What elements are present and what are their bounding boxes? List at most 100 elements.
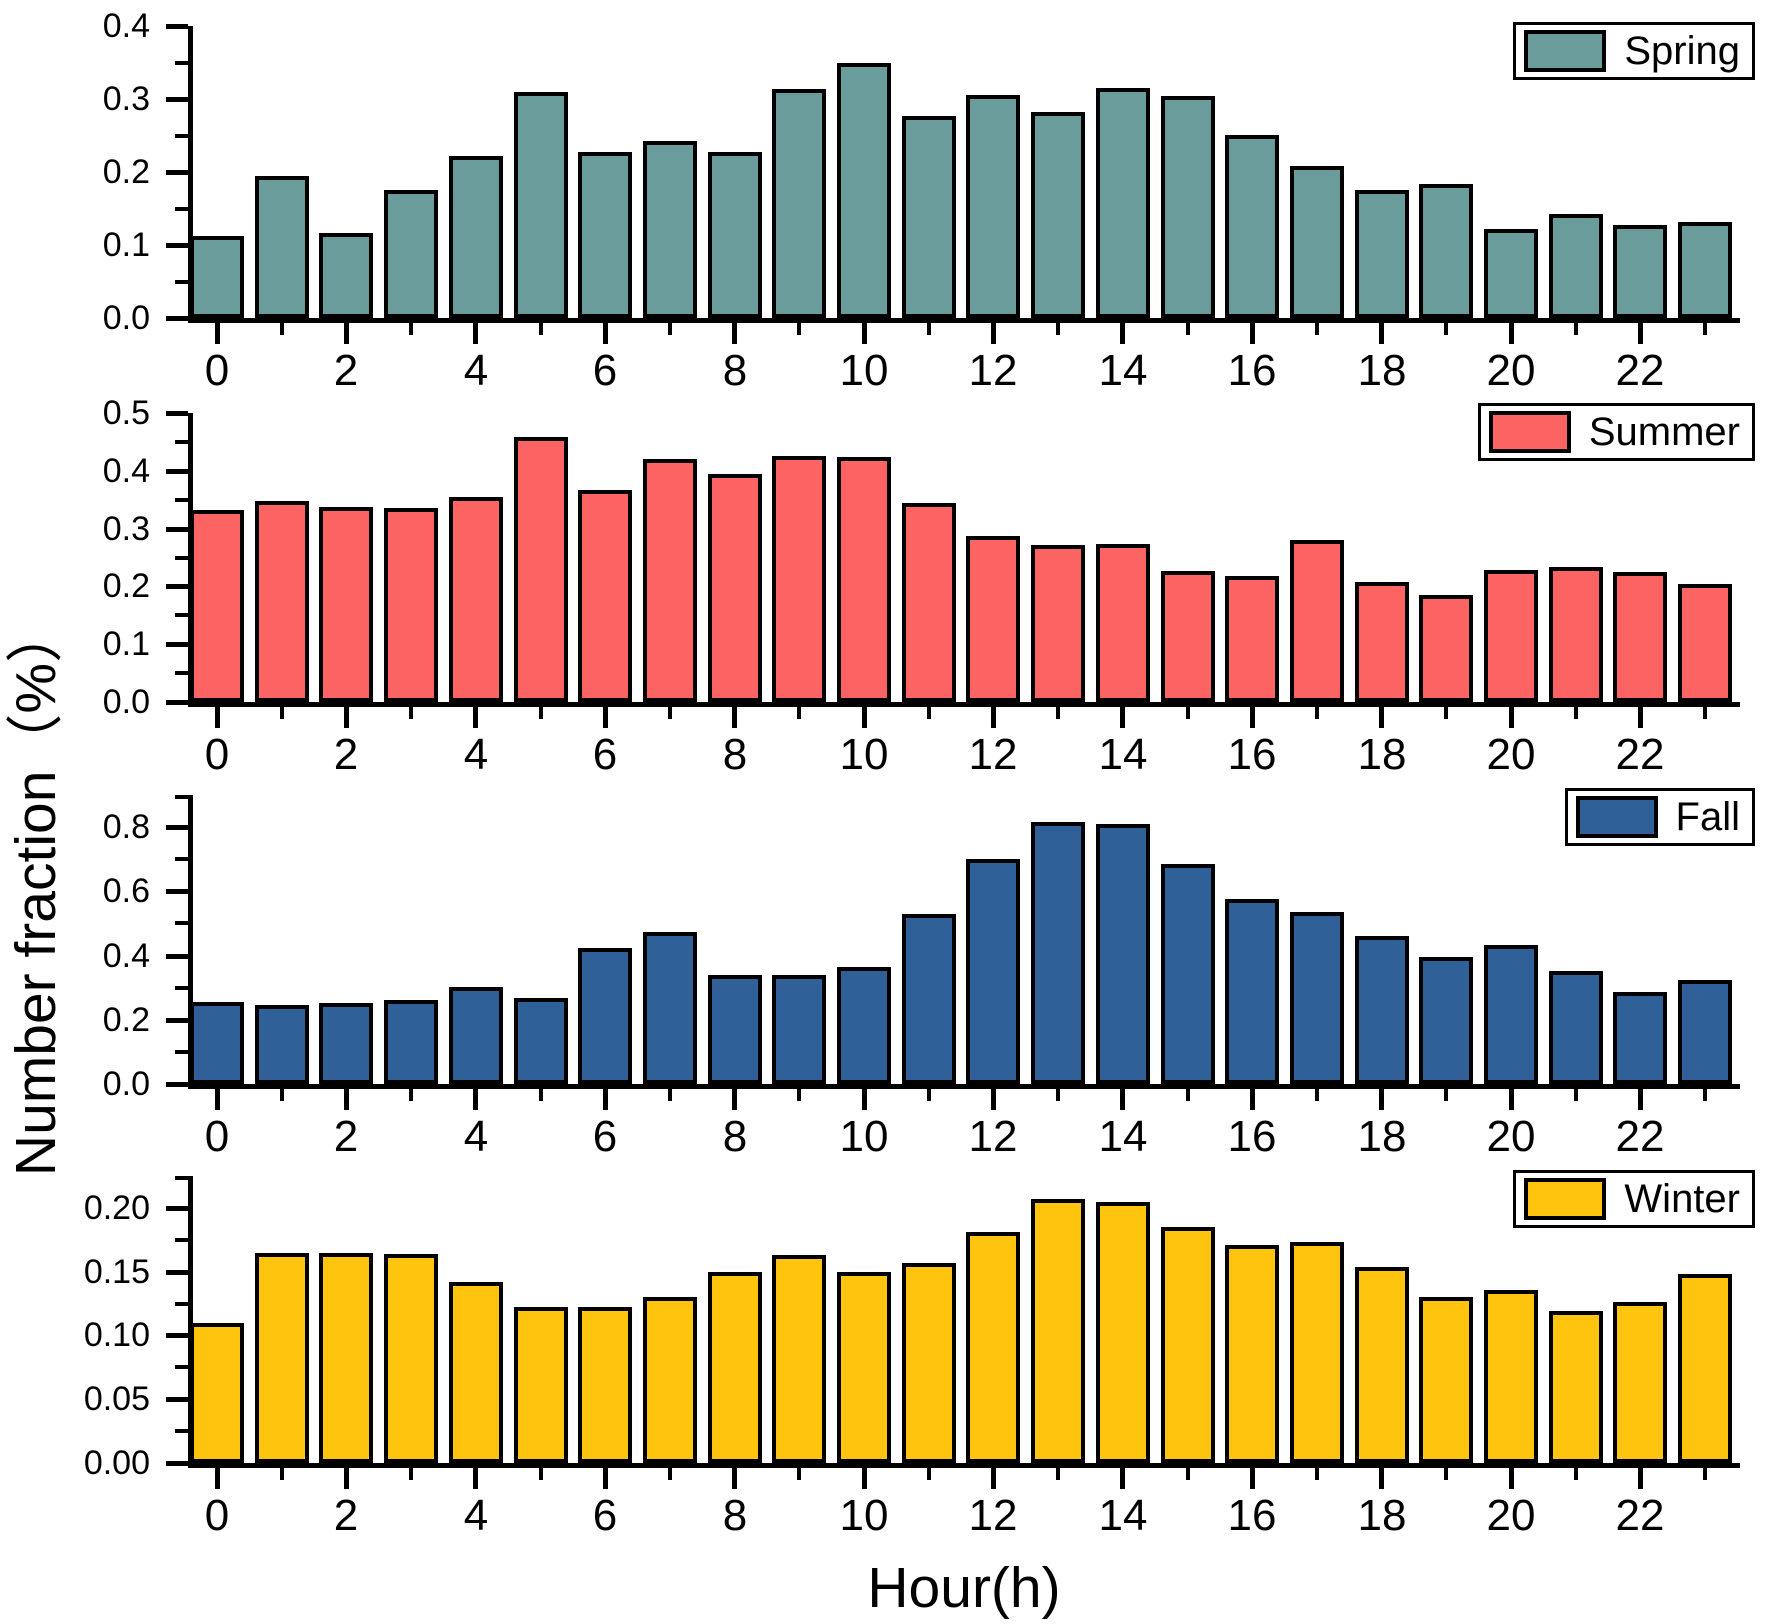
bar-summer-h15 <box>1161 571 1215 702</box>
bar-winter-h3 <box>384 1254 438 1463</box>
x-tick-label: 2 <box>333 1112 359 1161</box>
y-major-tick <box>166 700 188 705</box>
x-tick-label: 20 <box>1486 1112 1536 1161</box>
x-major-tick <box>862 707 867 728</box>
x-minor-tick <box>1444 323 1448 335</box>
bar-fall-h23 <box>1678 980 1732 1084</box>
x-minor-tick <box>539 707 543 719</box>
bar-spring-h20 <box>1484 229 1538 318</box>
x-tick-label: 14 <box>1098 346 1148 395</box>
panel-winter: 0.00 0.05 0.10 0.15 0.20 0 2 4 6 8 10 12 14 16 18 20 22 <box>84 1176 1740 1540</box>
y-minor-tick <box>175 61 188 65</box>
x-major-tick <box>344 323 349 344</box>
y-minor-tick <box>175 207 188 211</box>
y-tick-label: 0.4 <box>102 7 150 45</box>
y-minor-tick <box>175 134 188 138</box>
x-axis-line <box>188 702 1740 707</box>
x-axis-line <box>188 1084 1740 1089</box>
y-tick-label: 0.05 <box>83 1380 150 1418</box>
y-major-tick <box>166 1397 188 1402</box>
x-tick-label: 16 <box>1227 346 1277 395</box>
bar-spring-h11 <box>902 116 956 318</box>
panel-summer: 0.0 0.1 0.2 0.3 0.4 0.5 0 2 4 6 8 10 12 14 16 18 20 22 <box>103 396 1740 779</box>
x-tick-label: 18 <box>1357 346 1407 395</box>
y-tick-label: 0.20 <box>83 1189 150 1227</box>
x-minor-tick <box>927 1089 931 1101</box>
x-minor-tick <box>539 1468 543 1480</box>
y-minor-tick <box>175 986 188 990</box>
bar-spring-h22 <box>1613 225 1667 318</box>
y-axis-line <box>188 795 193 1089</box>
x-minor-tick <box>409 1468 413 1480</box>
x-major-tick <box>991 1468 996 1489</box>
y-major-tick <box>166 825 188 830</box>
y-minor-tick <box>175 1050 188 1054</box>
x-major-tick <box>732 1089 737 1110</box>
y-tick-label: 0.6 <box>102 872 150 910</box>
y-major-tick <box>166 954 188 959</box>
x-tick-label: 4 <box>463 346 489 395</box>
x-minor-tick <box>1056 1089 1060 1101</box>
x-tick-label: 16 <box>1227 1491 1277 1540</box>
x-minor-tick <box>1574 1468 1578 1480</box>
bar-summer-h23 <box>1678 584 1732 702</box>
bar-summer-h8 <box>708 474 762 702</box>
bar-spring-h4 <box>449 156 503 318</box>
x-minor-tick <box>1315 1468 1319 1480</box>
bar-summer-h18 <box>1355 582 1409 702</box>
x-minor-tick <box>1056 323 1060 335</box>
y-tick-label: 0.0 <box>102 1065 150 1103</box>
y-minor-tick <box>175 1365 188 1369</box>
x-minor-tick <box>1444 1089 1448 1101</box>
legend-summer: Summer <box>1477 403 1755 461</box>
x-tick-label: 0 <box>204 346 230 395</box>
bar-fall-h3 <box>384 1000 438 1084</box>
bar-winter-h20 <box>1484 1290 1538 1463</box>
y-major-tick <box>166 1270 188 1275</box>
legend-label-spring: Spring <box>1624 29 1740 73</box>
legend-swatch-summer <box>1488 411 1571 453</box>
y-minor-tick <box>175 1238 188 1242</box>
bar-spring-h18 <box>1355 190 1409 318</box>
bar-fall-h5 <box>514 998 568 1084</box>
bar-summer-h13 <box>1031 545 1085 702</box>
bar-summer-h11 <box>902 503 956 702</box>
x-tick-label: 4 <box>463 730 489 779</box>
bar-fall-h15 <box>1161 864 1215 1084</box>
y-tick-label: 0.2 <box>102 567 150 605</box>
x-major-tick <box>991 1089 996 1110</box>
x-major-tick <box>1379 1468 1384 1489</box>
bar-spring-h19 <box>1419 184 1473 318</box>
x-major-tick <box>215 707 220 728</box>
bar-winter-h4 <box>449 1282 503 1463</box>
y-major-tick <box>166 1461 188 1466</box>
y-tick-label: 0.4 <box>102 937 150 975</box>
x-major-tick <box>1509 1468 1514 1489</box>
y-minor-tick <box>175 498 188 502</box>
x-minor-tick <box>1574 707 1578 719</box>
bar-fall-h20 <box>1484 945 1538 1084</box>
x-major-tick <box>1509 1089 1514 1110</box>
bar-winter-h21 <box>1549 1311 1603 1463</box>
bar-winter-h6 <box>578 1307 632 1463</box>
y-axis-line <box>188 26 193 323</box>
x-minor-tick <box>1315 323 1319 335</box>
x-tick-label: 18 <box>1357 1112 1407 1161</box>
legend-fall: Fall <box>1564 788 1755 846</box>
y-tick-label: 0.3 <box>102 510 150 548</box>
x-axis-line <box>188 318 1740 323</box>
bar-fall-h9 <box>772 975 826 1084</box>
bar-spring-h10 <box>837 63 891 318</box>
x-major-tick <box>1638 1468 1643 1489</box>
x-major-tick <box>732 1468 737 1489</box>
x-minor-tick <box>539 1089 543 1101</box>
x-minor-tick <box>1703 323 1707 335</box>
y-major-tick <box>166 411 188 416</box>
x-major-tick <box>1379 1089 1384 1110</box>
x-major-tick <box>1509 707 1514 728</box>
y-minor-tick <box>175 671 188 675</box>
x-tick-label: 6 <box>592 730 618 779</box>
bar-fall-h14 <box>1096 824 1150 1084</box>
bar-winter-h14 <box>1096 1202 1150 1463</box>
x-minor-tick <box>927 323 931 335</box>
